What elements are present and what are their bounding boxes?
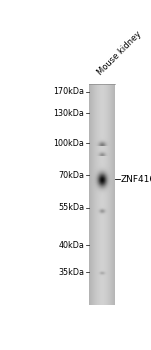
Text: Mouse kidney: Mouse kidney: [96, 29, 143, 77]
Text: 70kDa: 70kDa: [58, 171, 84, 180]
Text: 35kDa: 35kDa: [58, 268, 84, 277]
Text: ZNF416: ZNF416: [121, 175, 151, 184]
Text: 40kDa: 40kDa: [59, 241, 84, 250]
Text: 170kDa: 170kDa: [53, 88, 84, 96]
Text: 100kDa: 100kDa: [54, 139, 84, 148]
Text: 55kDa: 55kDa: [58, 203, 84, 212]
Text: 130kDa: 130kDa: [54, 109, 84, 118]
